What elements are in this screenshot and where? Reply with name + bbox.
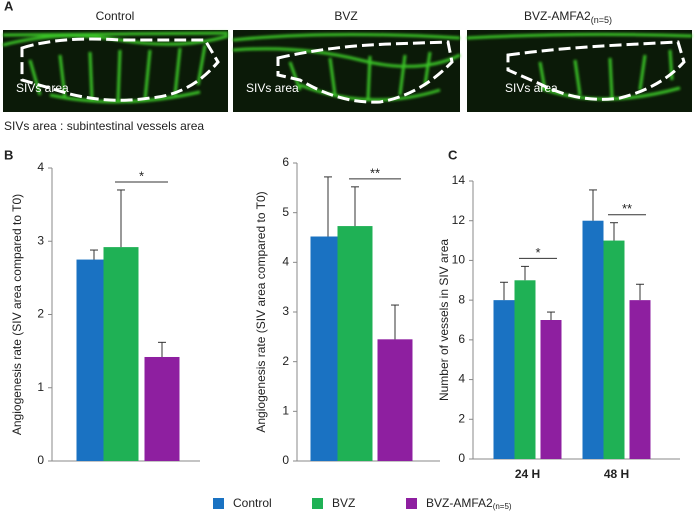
y-tick-label: 2 <box>282 354 289 368</box>
image-title-sub: (n=5) <box>591 15 612 25</box>
bar <box>629 300 651 459</box>
bar <box>540 320 562 459</box>
panel-label: C <box>448 147 458 162</box>
y-tick-label: 4 <box>458 372 465 386</box>
image-title: Control <box>96 9 135 23</box>
significance-label: * <box>535 245 540 260</box>
y-tick-label: 5 <box>282 205 289 219</box>
bar <box>603 240 625 459</box>
y-tick-label: 6 <box>458 332 465 346</box>
y-tick-label: 2 <box>37 307 44 321</box>
y-axis-label: Angiogenesis rate (SIV area compared to … <box>254 191 268 432</box>
image-title-main: BVZ-AMFA2 <box>524 9 591 23</box>
legend-label-sub: (n=5) <box>493 502 512 511</box>
panel-label: A <box>4 0 14 13</box>
panel-label: B <box>4 147 13 162</box>
bar <box>514 280 536 459</box>
y-tick-label: 8 <box>458 292 465 306</box>
y-tick-label: 1 <box>37 380 44 394</box>
micrograph: SIVs area <box>466 30 693 112</box>
image-label: SIVs area <box>16 81 69 95</box>
y-tick-label: 4 <box>282 255 289 269</box>
significance-label: * <box>139 168 144 183</box>
y-tick-label: 2 <box>458 411 465 425</box>
y-tick-label: 0 <box>37 453 44 467</box>
legend-swatch <box>406 498 417 509</box>
bar <box>377 339 413 461</box>
y-axis-label: Number of vessels in SIV area <box>437 239 451 401</box>
caption: SIVs area : subintestinal vessels area <box>4 119 204 133</box>
significance-label: ** <box>370 165 380 180</box>
y-tick-label: 10 <box>452 253 466 267</box>
legend-swatch <box>312 498 323 509</box>
legend-label-main: Control <box>233 496 272 510</box>
y-tick-label: 12 <box>452 213 466 227</box>
image-title: BVZ <box>334 9 357 23</box>
micrograph: SIVs area <box>2 30 229 112</box>
legend-label: BVZ-AMFA2(n=5) <box>426 496 512 511</box>
legend-swatch <box>213 498 224 509</box>
y-tick-label: 3 <box>37 233 44 247</box>
legend-label-main: BVZ <box>332 496 355 510</box>
y-tick-label: 4 <box>37 160 44 174</box>
bar <box>582 220 604 459</box>
x-tick-label: 24 H <box>515 467 540 481</box>
x-tick-label: 48 H <box>604 467 629 481</box>
y-tick-label: 3 <box>282 304 289 318</box>
y-tick-label: 1 <box>282 404 289 418</box>
legend-label: Control <box>233 496 272 510</box>
y-tick-label: 0 <box>282 453 289 467</box>
bar <box>493 300 515 459</box>
bar <box>103 247 139 461</box>
image-label: SIVs area <box>246 81 299 95</box>
bar <box>337 226 373 461</box>
y-tick-label: 0 <box>458 451 465 465</box>
significance-label: ** <box>622 201 632 216</box>
image-label: SIVs area <box>505 81 558 95</box>
y-tick-label: 14 <box>452 173 466 187</box>
micrograph: SIVs area <box>232 30 461 112</box>
bar <box>144 356 180 461</box>
y-tick-label: 6 <box>282 155 289 169</box>
y-axis-label: Angiogenesis rate (SIV area compared to … <box>10 194 24 435</box>
legend-label-main: BVZ-AMFA2 <box>426 496 493 510</box>
legend-label: BVZ <box>332 496 355 510</box>
image-title: BVZ-AMFA2(n=5) <box>524 9 612 25</box>
